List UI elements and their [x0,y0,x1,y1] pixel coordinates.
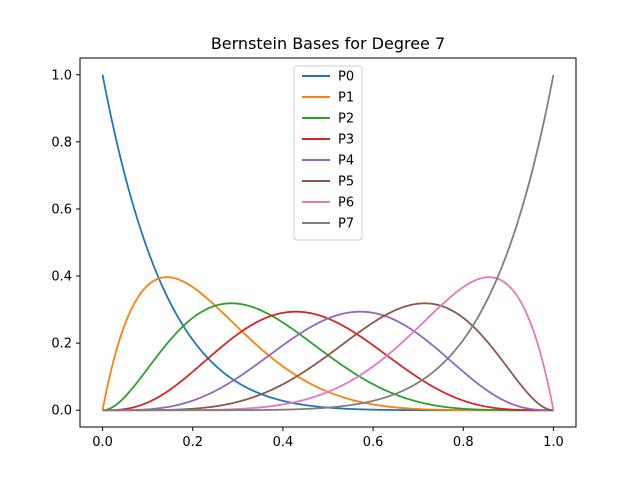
legend-label-p1: P1 [338,91,354,106]
series-line-p3 [102,310,554,412]
y-tick-label: 0.8 [51,135,72,150]
y-tick-label: 0.6 [51,202,72,217]
plot-frame [79,57,577,428]
y-tick-label: 0.4 [51,270,72,285]
series-line-p4 [102,310,554,412]
axes-layer: 0.0 0.2 0.4 0.6 0.8 1.0 0.0 0.2 0.4 0.6 0.8 1.0 [51,68,563,450]
y-tick-label: 0.2 [51,337,72,352]
x-tick-label: 0.2 [182,435,203,450]
legend-label-p3: P3 [338,133,354,148]
y-tick-label: 1.0 [51,68,72,83]
legend-label-p2: P2 [338,112,354,127]
series-line-p7 [102,74,555,412]
legend: P0 P1 P2 P3 P4 P5 P6 P7 [293,65,363,241]
legend-label-p5: P5 [338,175,354,190]
x-tick-label: 0.6 [363,435,384,450]
legend-label-p7: P7 [338,217,354,232]
x-tick-label: 0.0 [92,435,113,450]
chart-title: Bernstein Bases for Degree 7 [211,34,445,53]
legend-box [293,65,363,241]
y-tick-label: 0.0 [51,404,72,419]
legend-label-p6: P6 [338,196,354,211]
series-layer [101,74,555,412]
x-tick-label: 1.0 [543,435,564,450]
legend-label-p0: P0 [338,70,354,85]
x-tick-label: 0.4 [273,435,294,450]
x-tick-label: 0.8 [453,435,474,450]
legend-label-p4: P4 [338,154,354,169]
